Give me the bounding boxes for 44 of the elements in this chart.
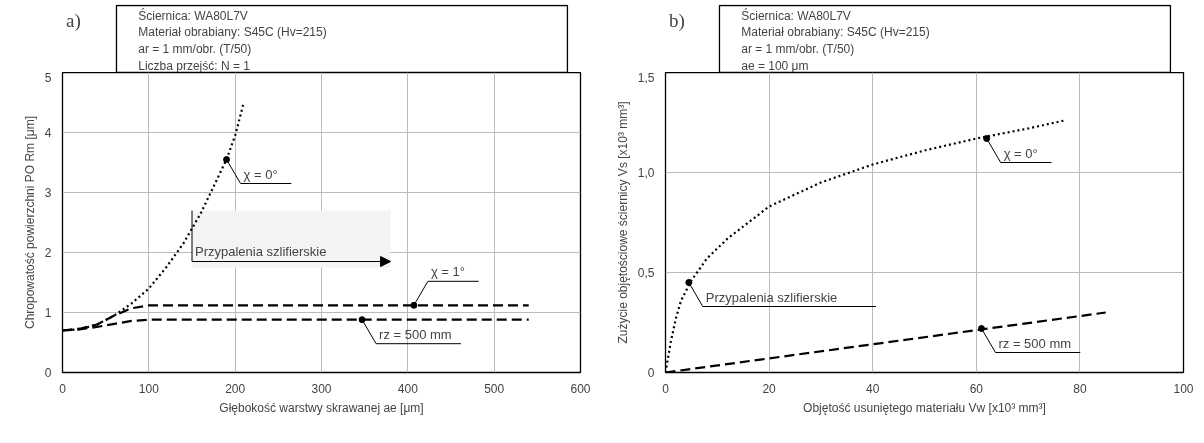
y-tick-label: 0 bbox=[647, 366, 655, 380]
x-tick-label: 60 bbox=[969, 381, 984, 396]
band-label: Przypalenia szlifierskie bbox=[195, 243, 327, 259]
y-tick-label: 4 bbox=[44, 126, 52, 140]
text: ar = 1 mm/obr. (T/50) bbox=[138, 42, 252, 57]
text: Ściernica: WA80L7V bbox=[138, 7, 248, 23]
x-tick-label: 0 bbox=[59, 381, 67, 396]
y-axis-title: Chropowatość powierzchni PO Rm [μm] bbox=[22, 116, 37, 329]
x-tick-label: 0 bbox=[662, 381, 670, 396]
y-tick-label: 1 bbox=[44, 306, 52, 320]
x-tick-label: 80 bbox=[1073, 381, 1087, 396]
y-tick-label: 0 bbox=[44, 366, 52, 380]
text: Ściernica: WA80L7V bbox=[741, 7, 851, 23]
y-tick-label: 1,5 bbox=[637, 70, 655, 85]
annotation: χ = 1° bbox=[430, 264, 465, 280]
chart-title: a) bbox=[65, 9, 81, 32]
x-tick-label: 300 bbox=[311, 381, 332, 396]
x-tick-label: 100 bbox=[138, 381, 160, 396]
text: Materiał obrabiany: S45C (Hv=215) bbox=[741, 25, 930, 40]
x-tick-label: 600 bbox=[570, 381, 591, 396]
x-tick-label: 400 bbox=[397, 381, 419, 396]
x-tick-label: 40 bbox=[866, 381, 880, 396]
text: ar = 1 mm/obr. (T/50) bbox=[741, 42, 855, 57]
y-tick-label: 1,0 bbox=[637, 166, 655, 180]
annotation: χ = 0° bbox=[1003, 145, 1038, 161]
annotation: rz = 500 mm bbox=[998, 335, 1072, 351]
y-tick-label: 2 bbox=[44, 246, 52, 260]
y-tick-label: 0,5 bbox=[637, 266, 655, 280]
annotation: Przypalenia szlifierskie bbox=[705, 289, 838, 305]
x-axis-title: Głębokość warstwy skrawanej ae [μm] bbox=[219, 400, 424, 415]
annotation: rz = 500 mm bbox=[379, 326, 452, 342]
text: Materiał obrabiany: S45C (Hv=215) bbox=[138, 25, 327, 40]
annotation: Liczba przejść: N = 1 bbox=[138, 58, 251, 73]
x-tick-label: 200 bbox=[225, 381, 246, 396]
annotation: ae = 100 μm bbox=[741, 58, 809, 73]
x-tick-label: 500 bbox=[484, 381, 505, 396]
y-tick-label: 5 bbox=[44, 70, 52, 85]
x-axis-title: Objętość usuniętego materiału Vw [x10³ mm³] bbox=[803, 400, 1046, 415]
x-tick-label: 20 bbox=[762, 381, 777, 396]
annotation: χ = 0° bbox=[243, 166, 278, 182]
y-tick-label: 3 bbox=[44, 186, 52, 200]
x-tick-label: 100 bbox=[1173, 381, 1194, 396]
chart-title: b) bbox=[668, 9, 685, 32]
y-axis-title: Zużycie objętościowe ściernicy Vs [x10³ mm³] bbox=[615, 101, 630, 344]
